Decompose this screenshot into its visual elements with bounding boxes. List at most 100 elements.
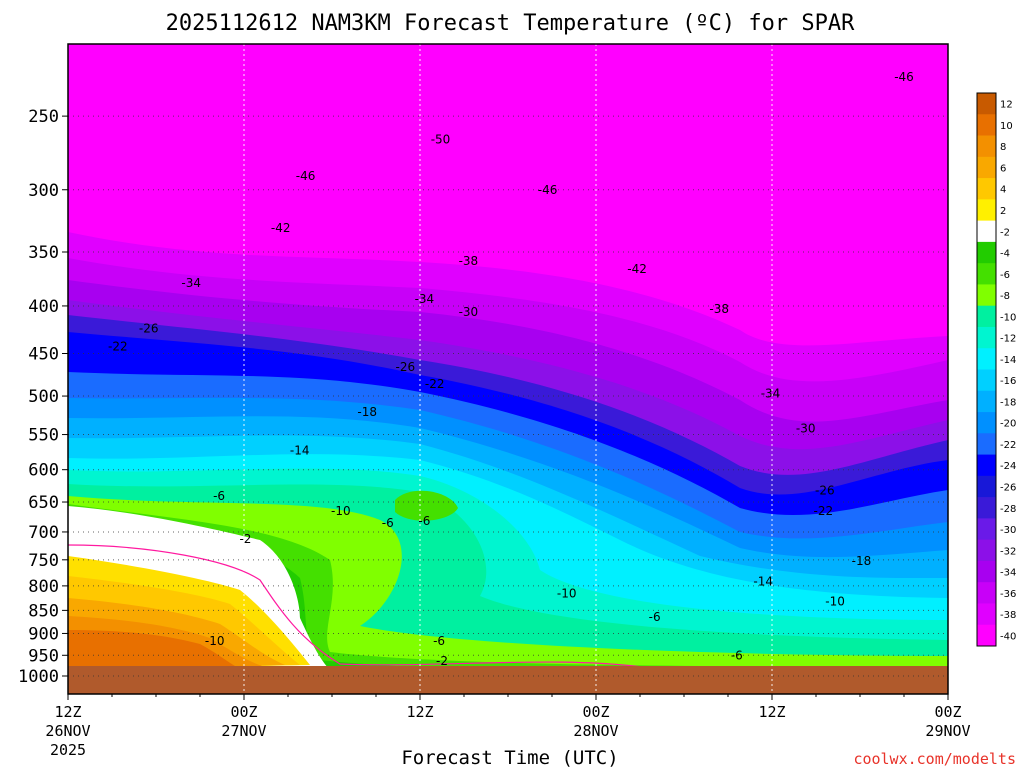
isotherm-labels: -50 -46 -46 -46 -42 -42 -38 -38 -34 -34 -34 -30 -30 -… [108, 70, 914, 668]
colorbar-swatch [977, 454, 996, 477]
y-tick-label: 850 [28, 601, 59, 621]
y-tick-label: 800 [28, 577, 59, 597]
isotherm-label: -30 [459, 305, 479, 319]
colorbar-swatch [977, 348, 996, 370]
colorbar-label: -26 [1000, 482, 1016, 493]
isotherm-label: -26 [815, 484, 835, 498]
y-tick-label: 700 [28, 523, 59, 543]
y-tick-label: 250 [28, 107, 59, 127]
colorbar-label: -38 [1000, 610, 1016, 621]
grid [68, 44, 948, 694]
isotherm-label: -42 [271, 221, 291, 235]
isotherm-label: -38 [709, 302, 729, 316]
colorbar-swatch [977, 539, 996, 562]
isotherm-label: -42 [627, 262, 647, 276]
isotherm-label: -2 [239, 532, 251, 546]
x-tick-label: 27NOV [221, 722, 266, 740]
y-tick-label: 1000 [18, 667, 59, 687]
colorbar-swatch [977, 93, 996, 115]
y-tick-label: 400 [28, 297, 59, 317]
x-axis-label: Forecast Time (UTC) [401, 747, 618, 768]
isotherm-label: -10 [205, 634, 225, 648]
colorbar-label: -6 [1000, 270, 1010, 281]
isotherm-label: -46 [894, 70, 914, 84]
colorbar-swatch [977, 178, 996, 200]
y-tick-label: 550 [28, 426, 59, 446]
isotherm-label: -38 [459, 254, 479, 268]
colorbar-swatch [977, 199, 996, 222]
x-tick-label: 00Z [934, 703, 961, 721]
colorbar-swatch [977, 369, 996, 392]
colorbar-label: -28 [1000, 504, 1016, 515]
plot-area [68, 44, 948, 694]
colorbar-label: 2 [1000, 206, 1006, 217]
band-warm-red [68, 630, 235, 670]
colorbar-swatch [977, 560, 996, 583]
isotherm-label: -6 [418, 514, 430, 528]
y-tick-label: 300 [28, 181, 59, 201]
colorbar-swatch [977, 497, 996, 519]
colorbar-swatch [977, 220, 996, 243]
colorbar-label: 6 [1000, 163, 1006, 174]
isotherm-label: -6 [731, 648, 743, 662]
colorbar-label: -30 [1000, 525, 1016, 536]
colorbar-swatch [977, 475, 996, 498]
y-tick-label: 450 [28, 345, 59, 365]
x-tick-label: 12Z [406, 703, 433, 721]
colorbar-label: -34 [1000, 568, 1016, 579]
isotherm-label: -34 [181, 276, 201, 290]
colorbar-label: -12 [1000, 334, 1016, 345]
isotherm-label: -14 [290, 443, 310, 457]
y-tick-label: 350 [28, 243, 59, 263]
colorbar-label: -18 [1000, 397, 1016, 408]
colorbar-label: 4 [1000, 185, 1006, 196]
colorbar-frame [976, 92, 997, 647]
isotherm-label: -22 [425, 377, 445, 391]
colorbar-label: -2 [1000, 227, 1010, 238]
colorbar-swatch [977, 412, 996, 434]
colorbar-label: 12 [1000, 100, 1013, 111]
colorbar-label: -32 [1000, 546, 1016, 557]
colorbar-swatch [977, 135, 996, 158]
y-tick-label: 650 [28, 493, 59, 513]
colorbar-label: -22 [1000, 440, 1016, 451]
x-tick-label: 29NOV [925, 722, 970, 740]
colorbar-label: 10 [1000, 121, 1013, 132]
colorbar-label: -8 [1000, 291, 1010, 302]
colorbar-swatch [977, 624, 996, 647]
x-tick-label: 28NOV [573, 722, 618, 740]
freezing-line [68, 544, 651, 669]
isotherm-label: -26 [139, 322, 159, 336]
credit-link[interactable]: coolwx.com/modelts [853, 750, 1016, 768]
colorbar-label: -20 [1000, 419, 1016, 430]
colorbar-swatch [977, 390, 996, 413]
isotherm-label: -34 [761, 387, 781, 401]
isotherm-label: -6 [649, 610, 661, 624]
y-tick-label: 600 [28, 461, 59, 481]
colorbar-label: -14 [1000, 355, 1016, 366]
isotherm-label: -2 [436, 654, 448, 668]
colorbar-swatch [977, 263, 996, 285]
y-tick-label: 500 [28, 387, 59, 407]
isotherm-label: -6 [382, 516, 394, 530]
colorbar: 12 10 8 6 4 2 -2 -4 -6 -8 -10 -12 -14 -16 -18 -20 -22 -24… [976, 92, 1016, 647]
x-tick-label: 00Z [230, 703, 257, 721]
isotherm-label: -26 [396, 360, 416, 374]
y-tick-label: 950 [28, 646, 59, 666]
colorbar-label: -16 [1000, 376, 1016, 387]
band-minus-10-pocket [395, 490, 458, 521]
chart-title: 2025112612 NAM3KM Forecast Temperature (… [166, 11, 856, 36]
x-tick-label: 12Z [54, 703, 81, 721]
isotherm-label: -18 [357, 405, 377, 419]
isotherm-label: -6 [433, 634, 445, 648]
colorbar-label: -4 [1000, 249, 1010, 260]
x-tick-label: 00Z [582, 703, 609, 721]
isotherm-label: -14 [753, 574, 773, 588]
colorbar-swatch [977, 284, 996, 307]
colorbar-swatch [977, 433, 996, 455]
isotherm-label: -50 [431, 133, 451, 147]
colorbar-label: -40 [1000, 631, 1016, 642]
colorbar-swatch [977, 603, 996, 626]
